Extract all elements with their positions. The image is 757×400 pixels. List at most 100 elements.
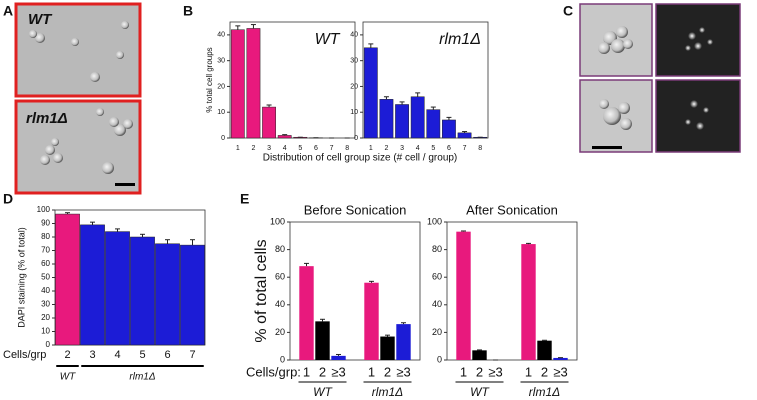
y-tick-label: 60 <box>41 259 50 268</box>
x-tick-label: 4 <box>416 145 420 152</box>
y-tick-label: 20 <box>275 327 285 337</box>
bar <box>410 96 425 139</box>
bar <box>315 321 330 360</box>
bar <box>380 336 395 360</box>
y-axis-label: % of total cells <box>253 239 270 342</box>
bar <box>363 47 378 139</box>
bar <box>442 119 456 139</box>
bar <box>130 236 155 346</box>
series-label: 1 <box>368 364 375 379</box>
x-tick-label: 4 <box>114 349 120 361</box>
bar <box>553 357 568 360</box>
series-label: 1 <box>525 364 532 379</box>
y-tick-label: 70 <box>41 246 50 255</box>
bar <box>521 244 536 360</box>
plot-frame <box>362 21 489 139</box>
y-tick-label: 10 <box>217 109 225 116</box>
bar <box>379 99 394 139</box>
y-tick-label: 40 <box>275 299 285 309</box>
micrographs-c <box>579 3 741 153</box>
y-tick-label: 30 <box>41 300 50 309</box>
x-tick-label: 2 <box>251 145 255 152</box>
y-tick-label: 100 <box>37 205 51 214</box>
x-tick-label: 1 <box>369 145 373 152</box>
image-label: WT <box>28 11 53 28</box>
bar <box>80 224 105 346</box>
micrograph-mutant <box>14 99 142 195</box>
y-tick-label: 10 <box>41 327 50 336</box>
x-tick-label: 3 <box>400 145 404 152</box>
chart-title: rlm1Δ <box>439 31 481 48</box>
bar <box>246 28 261 139</box>
x-tick-label: 8 <box>478 145 482 152</box>
series-label: 1 <box>460 364 467 379</box>
group-label: rlm1Δ <box>529 385 560 399</box>
series-label: ≥3 <box>488 364 502 379</box>
bar <box>155 243 180 346</box>
x-tick-label: 4 <box>283 145 287 152</box>
micrograph-wt <box>14 2 142 98</box>
y-tick-label: 60 <box>432 272 442 282</box>
y-tick-label: 30 <box>350 58 358 65</box>
y-tick-label: 80 <box>275 244 285 254</box>
chart-title: Before Sonication <box>304 202 407 217</box>
series-label: 2 <box>541 364 548 379</box>
panel-label: C <box>563 3 573 19</box>
y-axis-label: % total cell groups <box>205 47 214 112</box>
bar <box>55 213 80 346</box>
x-tick-label: 5 <box>431 145 435 152</box>
bar <box>105 231 130 346</box>
panel-label: A <box>3 3 13 19</box>
y-tick-label: 80 <box>432 244 442 254</box>
y-tick-label: 20 <box>350 83 358 90</box>
bar <box>364 282 379 360</box>
panel-label: E <box>240 191 249 207</box>
x-tick-label: 8 <box>345 145 349 152</box>
group-label: WT <box>313 385 333 399</box>
chart-title: WT <box>315 31 341 48</box>
bar <box>230 29 245 139</box>
panel-label: D <box>3 191 13 207</box>
x-tick-label: 7 <box>463 145 467 152</box>
y-tick-label: 50 <box>41 273 50 282</box>
bar <box>537 340 552 360</box>
series-label: ≥3 <box>396 364 410 379</box>
bar <box>395 104 409 139</box>
x-tick-label: 3 <box>89 349 95 361</box>
y-tick-label: 40 <box>41 286 50 295</box>
plot-frame <box>289 221 421 361</box>
image-label: rlm1Δ <box>26 110 68 127</box>
x-tick-label: 7 <box>189 349 195 361</box>
y-tick-label: 0 <box>221 135 225 142</box>
series-label: 2 <box>319 364 326 379</box>
panel-label: B <box>183 3 193 19</box>
bar <box>180 244 205 346</box>
x-tick-label: 7 <box>330 145 334 152</box>
plot-frame <box>229 21 356 139</box>
x-tick-label: 6 <box>314 145 318 152</box>
y-tick-label: 90 <box>41 219 50 228</box>
x-tick-label: 1 <box>236 145 240 152</box>
x-tick-label: 6 <box>447 145 451 152</box>
x-tick-label: 2 <box>384 145 388 152</box>
series-label: ≥3 <box>553 364 567 379</box>
x-tick-label: 3 <box>267 145 271 152</box>
series-label: 2 <box>384 364 391 379</box>
group-label: WT <box>60 372 76 383</box>
group-label: WT <box>470 385 490 399</box>
y-tick-label: 0 <box>280 354 285 364</box>
y-tick-label: 0 <box>354 135 358 142</box>
y-tick-label: 10 <box>350 109 358 116</box>
series-label: 1 <box>303 364 310 379</box>
y-tick-label: 80 <box>41 232 50 241</box>
x-tick-label: 6 <box>164 349 170 361</box>
bar <box>457 132 472 139</box>
series-label: 2 <box>476 364 483 379</box>
bar <box>456 231 471 360</box>
chart-title: After Sonication <box>466 202 558 217</box>
y-axis-label: DAPI staining (% of total) <box>16 227 26 328</box>
bar <box>426 109 441 139</box>
bar <box>472 350 487 360</box>
y-tick-label: 0 <box>46 340 51 349</box>
